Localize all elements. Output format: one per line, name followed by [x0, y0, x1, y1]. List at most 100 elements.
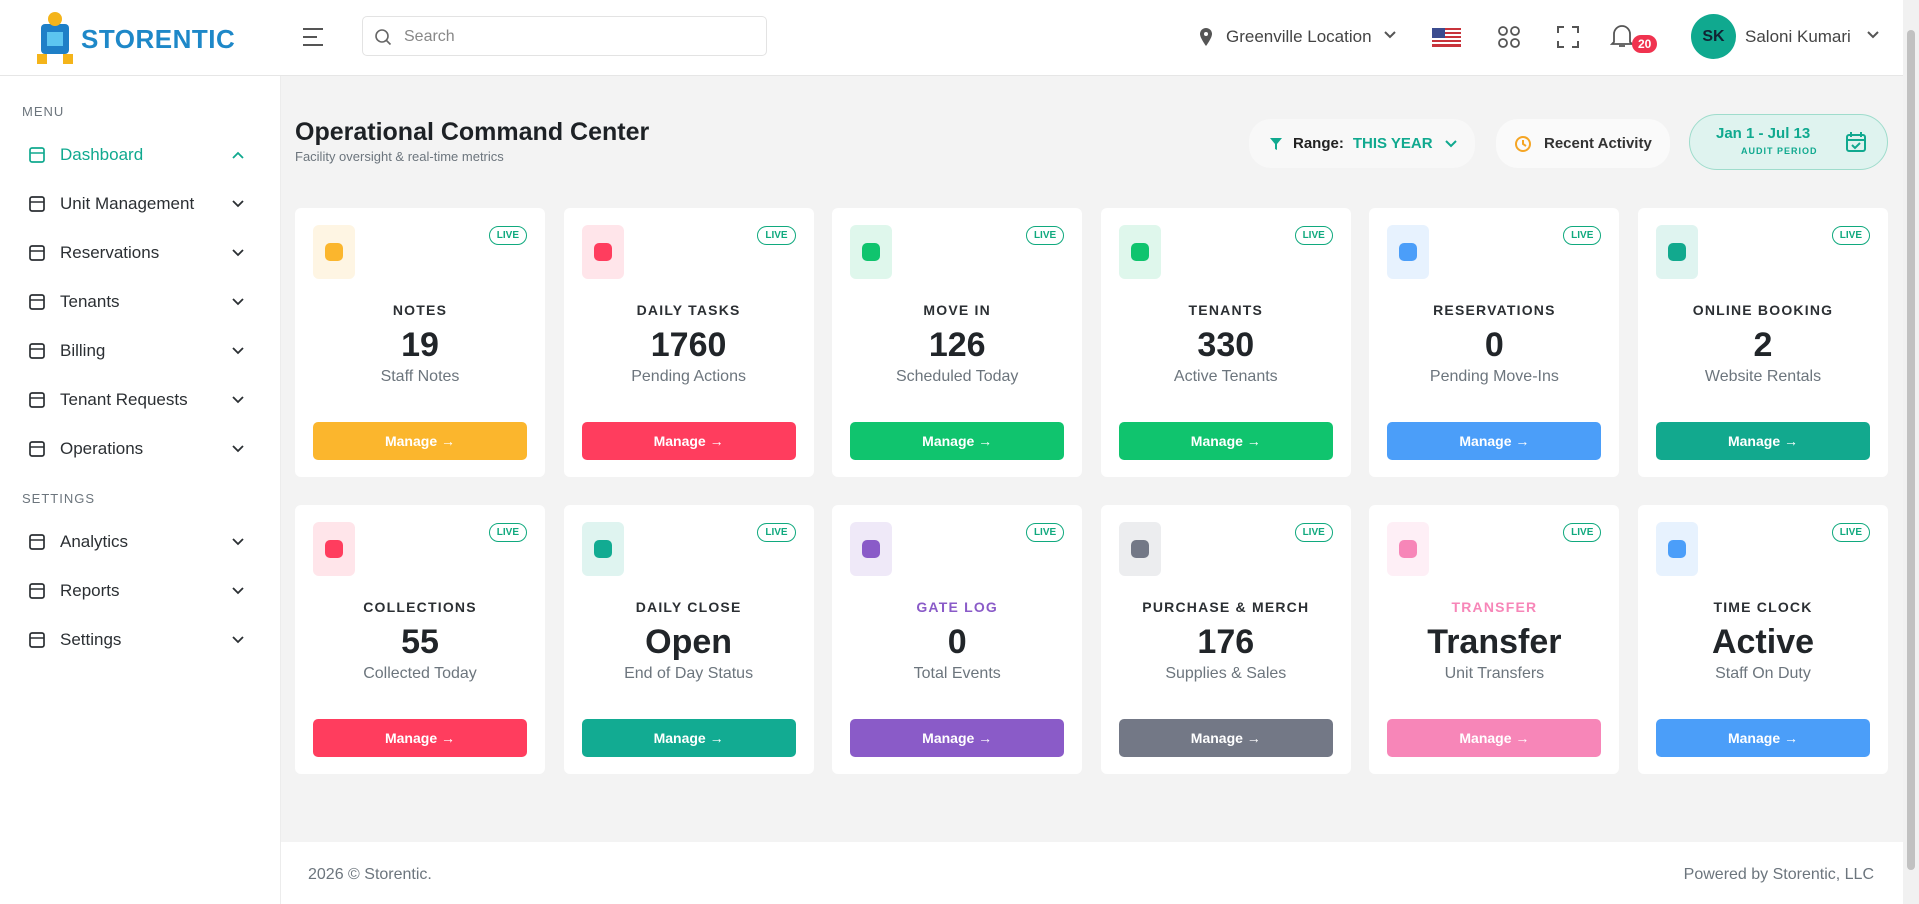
- nav-label: Tenant Requests: [60, 390, 188, 409]
- range-label: Range:: [1293, 135, 1344, 152]
- icon-glyph: [862, 243, 881, 261]
- card-title: DAILY TASKS: [636, 302, 741, 318]
- main-content: Operational Command Center Facility over…: [281, 76, 1903, 904]
- stat-card: LIVE NOTES 19 Staff Notes Manage →: [295, 208, 545, 477]
- nav-item[interactable]: Unit Management: [28, 187, 258, 221]
- card-icon: [581, 225, 624, 279]
- manage-button[interactable]: Manage →: [1118, 422, 1333, 460]
- nav-icon: [29, 196, 45, 212]
- nav-item[interactable]: Tenants: [28, 285, 258, 319]
- search-box[interactable]: Search: [362, 16, 767, 56]
- search-icon: [375, 29, 392, 46]
- chevron: [232, 151, 244, 159]
- manage-button[interactable]: Manage →: [313, 422, 527, 460]
- chevron: [232, 347, 244, 355]
- scroll-thumb[interactable]: [1907, 30, 1915, 870]
- nav-icon: [29, 343, 45, 359]
- card-subtitle: Staff Notes: [380, 368, 460, 385]
- card-value: 330: [1197, 326, 1255, 364]
- nav-icon: [29, 534, 45, 550]
- manage-button[interactable]: Manage →: [581, 719, 796, 757]
- calendar-icon: [1846, 132, 1866, 152]
- chevron: [232, 636, 244, 644]
- nav-label: Unit Management: [60, 194, 195, 213]
- icon-glyph: [1130, 243, 1149, 261]
- date-range-picker[interactable]: Jan 1 - Jul 13 AUDIT PERIOD: [1689, 114, 1888, 170]
- card-subtitle: End of Day Status: [624, 665, 754, 682]
- nav-item[interactable]: Dashboard: [28, 138, 258, 172]
- nav-label: Reservations: [60, 243, 160, 262]
- manage-button[interactable]: Manage →: [313, 719, 527, 757]
- top-bar: STORENTIC Search Greenville Location 20 …: [0, 0, 1903, 76]
- nav-item[interactable]: Operations: [28, 432, 258, 466]
- card-icon: [313, 225, 355, 279]
- nav-item[interactable]: Reports: [28, 574, 258, 608]
- manage-button[interactable]: Manage →: [581, 422, 796, 460]
- manage-button[interactable]: Manage →: [850, 719, 1065, 757]
- location-pin: [1200, 28, 1212, 46]
- logo-text: STORENTIC: [81, 24, 236, 54]
- bell-icon[interactable]: [1610, 23, 1634, 49]
- user-chevron: [1867, 31, 1879, 39]
- flag-icon[interactable]: [1432, 28, 1461, 47]
- range-filter[interactable]: Range: THIS YEAR: [1249, 119, 1475, 168]
- filter-icon: [1270, 137, 1282, 150]
- nav-item[interactable]: Reservations: [28, 236, 258, 270]
- live-badge: LIVE: [1831, 523, 1870, 542]
- card-value: 19: [401, 326, 439, 364]
- chevron: [232, 200, 244, 208]
- card-icon: [1656, 522, 1698, 576]
- recent-activity-label: Recent Activity: [1544, 135, 1652, 152]
- range-chevron: [1444, 139, 1457, 147]
- card-value: 176: [1197, 623, 1255, 661]
- card-subtitle: Collected Today: [363, 665, 477, 682]
- recent-activity-button[interactable]: Recent Activity: [1496, 119, 1670, 168]
- nav-icon: [29, 294, 45, 310]
- card-value: Open: [645, 623, 733, 661]
- user-name[interactable]: Saloni Kumari: [1745, 27, 1851, 46]
- stat-card: LIVE MOVE IN 126 Scheduled Today Manage →: [832, 208, 1083, 477]
- card-title: DAILY CLOSE: [635, 599, 742, 615]
- nav-item[interactable]: Billing: [28, 334, 258, 368]
- nav-item[interactable]: Settings: [28, 623, 258, 657]
- menu-heading: MENU: [22, 104, 65, 119]
- nav-label: Reports: [60, 581, 120, 600]
- live-badge: LIVE: [488, 523, 527, 542]
- card-subtitle: Pending Actions: [631, 368, 746, 385]
- nav-icon: [29, 147, 45, 163]
- card-title: TENANTS: [1188, 302, 1264, 318]
- nav-item[interactable]: Tenant Requests: [28, 383, 258, 417]
- card-title: MOVE IN: [923, 302, 991, 318]
- manage-button[interactable]: Manage →: [1387, 719, 1602, 757]
- icon-glyph: [593, 540, 612, 558]
- card-subtitle: Scheduled Today: [895, 368, 1019, 385]
- icon-glyph: [1668, 243, 1686, 261]
- fullscreen-icon[interactable]: [1556, 25, 1580, 49]
- search-placeholder: Search: [404, 28, 455, 45]
- card-title: COLLECTIONS: [363, 599, 477, 615]
- manage-button[interactable]: Manage →: [850, 422, 1065, 460]
- card-icon: [850, 225, 893, 279]
- stat-card: LIVE GATE LOG 0 Total Events Manage →: [832, 505, 1083, 774]
- nav-item[interactable]: Analytics: [28, 525, 258, 559]
- manage-button[interactable]: Manage →: [1118, 719, 1333, 757]
- manage-button[interactable]: Manage →: [1656, 422, 1870, 460]
- card-icon: [1387, 522, 1430, 576]
- chevron: [232, 298, 244, 306]
- chevron: [232, 445, 244, 453]
- manage-button[interactable]: Manage →: [1656, 719, 1870, 757]
- stat-card: LIVE TENANTS 330 Active Tenants Manage →: [1100, 208, 1351, 477]
- scrollbar[interactable]: [1903, 0, 1919, 904]
- apps-icon[interactable]: [1497, 25, 1521, 49]
- location-selector[interactable]: Greenville Location: [1226, 27, 1372, 46]
- chevron: [232, 538, 244, 546]
- footer: 2026 © Storentic. Powered by Storentic, …: [281, 842, 1903, 904]
- manage-button[interactable]: Manage →: [1387, 422, 1602, 460]
- menu-toggle[interactable]: [301, 26, 325, 48]
- stat-card: LIVE RESERVATIONS 0 Pending Move-Ins Manage …: [1369, 208, 1620, 477]
- nav-label: Dashboard: [60, 145, 144, 164]
- avatar[interactable]: SK: [1691, 14, 1736, 59]
- nav-icon: [29, 245, 45, 261]
- card-value: 1760: [650, 326, 727, 364]
